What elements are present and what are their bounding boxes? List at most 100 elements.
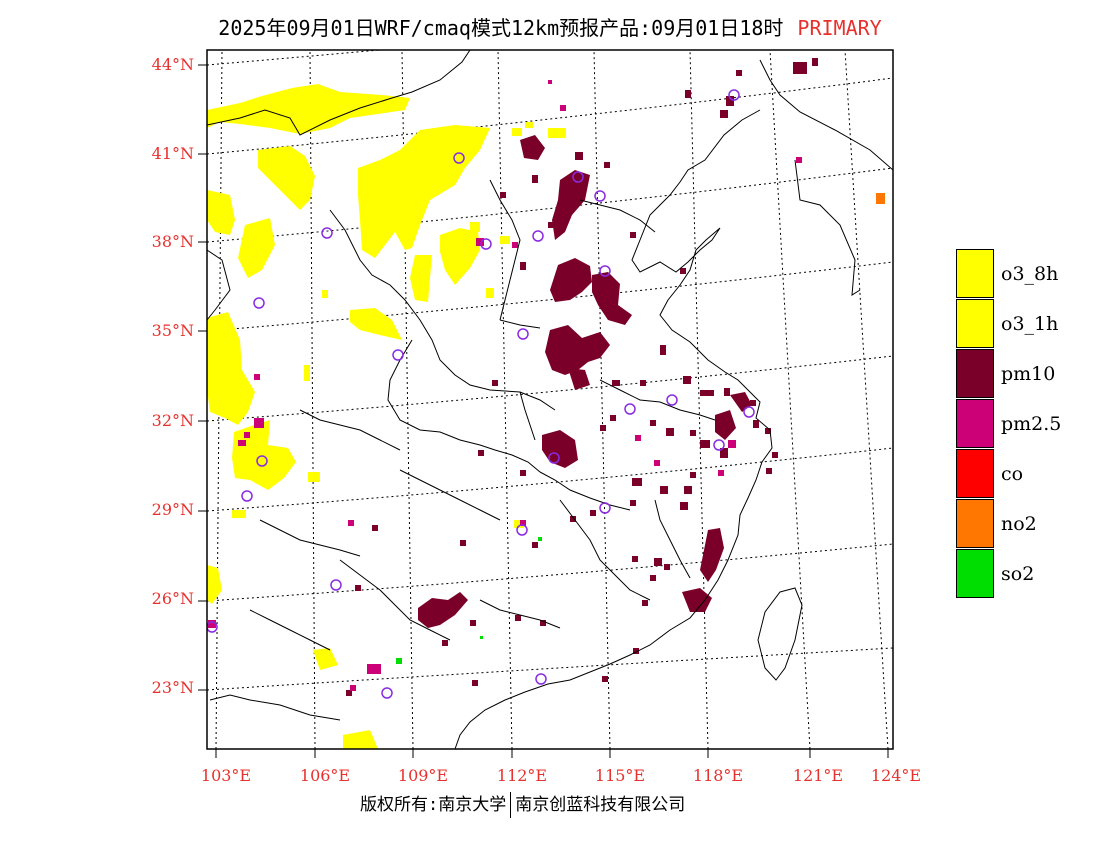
- pm25-pixel: [254, 418, 264, 428]
- so2-pixel: [480, 636, 483, 639]
- ozone-area-loess-east: [440, 228, 480, 285]
- ozone-pixel: [308, 472, 320, 482]
- pm10-pixel: [683, 376, 691, 384]
- ozone-area-yunnan-edge: [207, 565, 222, 604]
- station-marker: [548, 452, 560, 464]
- pm10-pixel: [680, 268, 686, 274]
- station-marker: [743, 406, 755, 418]
- pm10-pixel: [812, 58, 818, 66]
- station-marker: [599, 265, 611, 277]
- legend-swatch-pm2-5: [956, 399, 994, 448]
- misc-pixels: [396, 193, 885, 664]
- pm25-pixel: [238, 440, 246, 446]
- pm10-area-fujian-north: [700, 528, 724, 582]
- pm10-pixel: [753, 420, 759, 428]
- station-marker: [453, 152, 465, 164]
- pm10-pixel: [500, 192, 506, 198]
- pm10-pixel: [720, 448, 728, 458]
- pm25-pixel: [520, 520, 526, 526]
- legend-label-no2: no2: [1001, 513, 1037, 535]
- legend-item-o3-1h: o3_1h: [956, 299, 1096, 349]
- pm10-pixel: [470, 620, 476, 626]
- pm25-pixel: [512, 242, 518, 248]
- province-borders: [209, 179, 716, 721]
- pm25-pixel: [208, 620, 216, 628]
- graticule-lon-121: [769, 50, 811, 749]
- pm10-pixel: [685, 90, 691, 98]
- pm10-pixel: [726, 96, 734, 106]
- copyright-owner: 版权所有:南京大学: [360, 795, 507, 815]
- pm10-area-shandong-west: [592, 272, 632, 325]
- pm10-pixel: [765, 428, 771, 434]
- station-marker: [330, 579, 342, 591]
- pm25-pixel: [635, 435, 641, 441]
- so2-pixel: [396, 658, 402, 664]
- legend-item-pm10: pm10: [956, 349, 1096, 399]
- pm10-pixel: [772, 452, 778, 458]
- pm10-pixels: [346, 58, 818, 696]
- pm25-pixel: [254, 374, 260, 380]
- graticule-lon-118: [689, 50, 709, 749]
- ozone-area-ordos: [358, 125, 490, 258]
- station-marker: [241, 490, 253, 502]
- station-marker: [666, 394, 678, 406]
- ozone-pixel: [322, 290, 328, 298]
- lon-label-112: 112°E: [496, 766, 548, 785]
- ozone-pixel: [232, 510, 246, 518]
- graticule-lat-35: [207, 261, 893, 332]
- map-content: [207, 50, 893, 749]
- pm10-pixel: [664, 564, 670, 570]
- pm10-pixel: [793, 62, 807, 74]
- copyright-company: 南京创蓝科技有限公司: [515, 795, 686, 815]
- footer-separator: [510, 792, 512, 818]
- station-marker: [624, 403, 636, 415]
- ozone-pixels: [232, 122, 566, 528]
- lon-label-118: 118°E: [692, 766, 744, 785]
- pm25-pixel: [718, 470, 724, 476]
- boundaries: [207, 50, 893, 749]
- pm10-pixel: [520, 262, 526, 270]
- station-marker: [392, 349, 404, 361]
- coastline: [454, 59, 893, 749]
- station-marker: [516, 524, 528, 536]
- title-main: 2025年09月01日WRF/cmaq模式12km预报产品:09月01日18时: [218, 16, 784, 40]
- graticule-lon-109: [401, 50, 414, 749]
- ozone-pixel: [470, 222, 480, 232]
- ozone-pixel: [548, 128, 566, 138]
- legend-label-co: co: [1001, 463, 1024, 485]
- pm10-pixel: [736, 70, 742, 76]
- legend-label-pm10: pm10: [1001, 363, 1056, 385]
- legend-swatch-no2: [956, 499, 994, 548]
- lat-label-23: 23°N: [151, 678, 194, 697]
- legend-label-so2: so2: [1001, 563, 1035, 585]
- pm10-area-hubei: [542, 430, 578, 468]
- pm10-area-beijing: [520, 135, 545, 160]
- legend-item-pm2-5: pm2.5: [956, 399, 1096, 449]
- pm10-pixel: [478, 450, 484, 456]
- lon-label-124: 124°E: [870, 766, 922, 785]
- pm10-pixel: [632, 478, 642, 486]
- pm10-pixel: [372, 525, 378, 531]
- lat-label-41: 41°N: [151, 144, 194, 163]
- legend-swatch-pm10: [956, 349, 994, 398]
- ozone-pixel: [500, 236, 510, 244]
- pm10-pixel: [442, 640, 448, 646]
- lon-label-115: 115°E: [594, 766, 646, 785]
- title-tag: PRIMARY: [797, 16, 882, 40]
- graticule-lat-32: [207, 355, 893, 422]
- pm10-pixel: [633, 648, 639, 654]
- copyright-footer: 版权所有:南京大学 南京创蓝科技有限公司: [360, 790, 685, 818]
- station-marker: [535, 673, 547, 685]
- pm25-pixel: [548, 80, 552, 84]
- pm10-pixel: [575, 152, 583, 160]
- legend-item-co: co: [956, 449, 1096, 499]
- legend-swatch-so2: [956, 549, 994, 598]
- pm10-pixel: [532, 175, 538, 183]
- ozone-area-north-belt: [207, 84, 410, 134]
- pm10-area-fujian-coast: [682, 588, 712, 612]
- ozone-area-qinghai-1: [207, 190, 235, 235]
- legend-swatch-co: [956, 449, 994, 498]
- legend: o3_8h o3_1h pm10 pm2.5 co no2 so2: [956, 249, 1096, 599]
- lat-label-44: 44°N: [151, 55, 194, 74]
